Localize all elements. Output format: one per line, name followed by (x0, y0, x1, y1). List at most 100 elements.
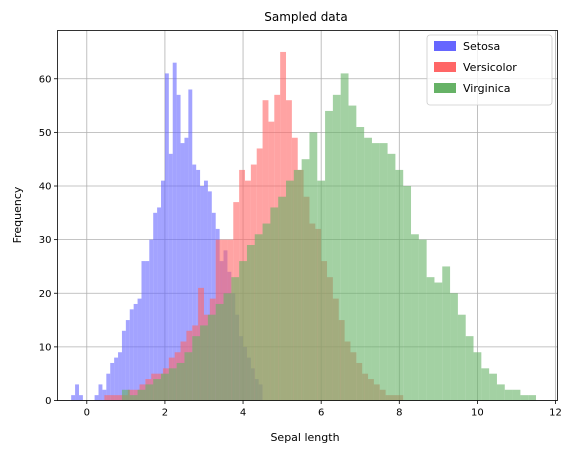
histogram-bar (71, 395, 76, 401)
histogram-bar (239, 261, 247, 401)
histogram-bar (231, 277, 240, 401)
histogram-bar (450, 293, 458, 401)
histogram-bar (379, 143, 388, 401)
x-axis-ticks: 0 2 4 6 8 10 12 (84, 400, 562, 419)
histogram-bar (164, 73, 169, 401)
histogram-bar (172, 62, 177, 401)
histogram-bar (192, 336, 201, 401)
histogram-bar (110, 395, 117, 401)
y-tick-label: 0 (45, 396, 51, 407)
histogram-bar (301, 159, 310, 401)
legend-swatch (434, 83, 456, 93)
histogram-bar (278, 196, 287, 401)
histogram-bar (180, 143, 185, 401)
histogram-bar (203, 180, 208, 401)
histogram-bar (325, 110, 333, 401)
histogram-bar (371, 143, 380, 401)
histogram-bar (116, 395, 122, 401)
histogram-bar (184, 352, 193, 401)
histogram-bar (145, 261, 150, 401)
histogram-bar (98, 384, 103, 401)
histogram-bar (176, 362, 185, 401)
histogram-bar (293, 169, 302, 401)
histogram-bar (489, 373, 497, 401)
histogram-bar (457, 314, 466, 401)
y-tick-label: 50 (39, 128, 52, 139)
histogram-bar (161, 180, 165, 401)
histogram-bar (188, 89, 193, 401)
histogram-bar (520, 395, 529, 401)
x-tick-label: 0 (84, 408, 90, 419)
histogram-bar (426, 277, 435, 401)
histogram-bar (78, 395, 83, 401)
histogram-bar (215, 303, 224, 401)
legend-frame (426, 34, 553, 106)
histogram-bar (223, 293, 232, 401)
histogram-bar (200, 325, 208, 401)
histogram-bar (184, 137, 189, 401)
y-tick-label: 40 (39, 182, 52, 193)
legend-items: Setosa Versicolor Virginica (434, 40, 517, 95)
histogram-bar (161, 373, 169, 401)
legend-label: Virginica (463, 82, 511, 95)
histogram-bar (106, 373, 111, 401)
histogram-bar (196, 169, 201, 401)
histogram-bar (114, 357, 119, 401)
x-tick-label: 8 (396, 408, 402, 419)
histogram-bar (207, 191, 212, 401)
histogram-bar (473, 352, 482, 401)
histogram-bar (395, 169, 404, 401)
histogram-bar (246, 244, 255, 401)
y-tick-label: 10 (39, 342, 52, 353)
histogram-bar (118, 352, 122, 401)
histogram-bar (168, 368, 177, 401)
histogram-bar (145, 384, 154, 401)
histogram-bar (153, 379, 162, 401)
x-tick-label: 6 (318, 408, 324, 419)
histogram-bar (442, 266, 451, 401)
histogram-bar (528, 395, 537, 401)
y-axis-label: Frequency (11, 186, 24, 243)
histogram-bar (504, 389, 513, 401)
chart-title: Sampled data (264, 10, 347, 24)
x-tick-label: 2 (162, 408, 168, 419)
histogram-bar (94, 395, 99, 401)
histogram-bar (262, 223, 271, 401)
histogram-bar (286, 180, 294, 401)
histogram-bar (465, 336, 474, 401)
histogram-bar (481, 368, 490, 401)
histogram-bar (348, 105, 357, 401)
legend: Setosa Versicolor Virginica (426, 34, 553, 106)
x-axis-label: Sepal length (270, 431, 339, 444)
plot-area-frame (57, 30, 558, 401)
x-tick-label: 10 (471, 408, 484, 419)
histogram-bar (137, 389, 146, 401)
y-tick-label: 60 (39, 74, 52, 85)
histogram-bars (71, 51, 537, 401)
x-tick-label: 12 (549, 408, 562, 419)
histogram-bar (254, 234, 263, 401)
histogram-bar (364, 137, 372, 401)
histogram-bar (176, 94, 181, 401)
histogram-bar (207, 314, 216, 401)
x-tick-label: 4 (240, 408, 246, 419)
series-virginica (121, 73, 537, 401)
histogram-bar (434, 282, 443, 401)
legend-label: Versicolor (463, 61, 517, 74)
histogram-bar (121, 330, 126, 401)
histogram-bar (270, 207, 279, 401)
y-axis-ticks: 0 10 20 30 40 50 60 (39, 74, 58, 407)
histogram-bar (137, 298, 142, 401)
histogram-bar (387, 153, 396, 401)
legend-swatch (434, 62, 456, 72)
y-tick-label: 20 (39, 289, 52, 300)
histogram-bar (356, 127, 365, 401)
histogram-bar (512, 389, 521, 401)
histogram-bar (403, 186, 412, 401)
histogram-bar (192, 164, 197, 401)
histogram-bar (125, 320, 130, 401)
histogram-bar (104, 395, 111, 401)
histogram-bar (332, 94, 341, 401)
histogram-bar (129, 309, 134, 401)
